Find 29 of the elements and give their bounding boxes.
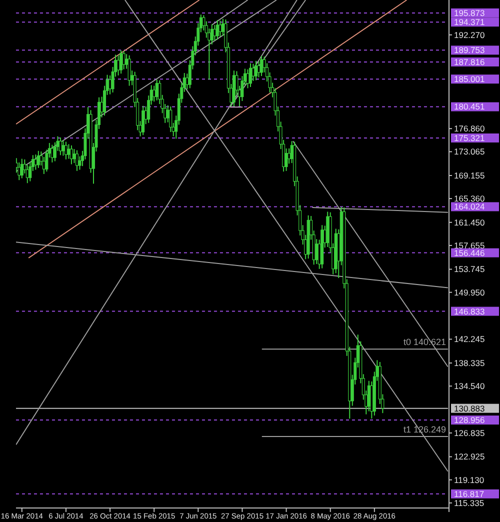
ref-line-label: 116.817	[454, 488, 484, 499]
y-tick-label: 149.950	[454, 287, 485, 298]
ref-line-label: 195.873	[454, 8, 485, 18]
y-tick-label: 115.335	[454, 498, 484, 508]
ref-line-label: 164.024	[454, 202, 485, 212]
y-tick-label: 134.540	[454, 381, 485, 392]
y-tick-label: 138.335	[454, 358, 485, 368]
y-tick-label: 119.130	[454, 474, 484, 485]
ref-line-label: 194.371	[454, 17, 485, 28]
y-tick-label: 142.245	[454, 334, 485, 344]
ref-line-label: 189.753	[454, 45, 485, 56]
ref-line-label: 175.321	[454, 132, 485, 143]
ref-line-label: 180.451	[454, 102, 485, 112]
ref-line-label: 130.883	[454, 403, 485, 414]
y-tick-label: 161.450	[454, 217, 485, 228]
y-tick-label: 192.270	[454, 30, 485, 40]
y-tick-label: 157.655	[454, 240, 485, 250]
ref-line-label: 187.816	[454, 56, 485, 67]
y-tick-label: 173.065	[454, 146, 485, 157]
y-tick-label: 126.835	[454, 428, 485, 438]
y-tick-label: 169.155	[454, 170, 485, 180]
y-tick-label: 122.925	[454, 452, 485, 462]
y-tick-label: 153.745	[454, 264, 485, 274]
y-tick-label: 176.860	[454, 124, 485, 134]
ref-line-label: 185.001	[454, 74, 485, 84]
ref-line-label: 156.446	[454, 248, 485, 258]
ref-line-label: 146.833	[454, 306, 485, 316]
ref-line-label: 128.956	[454, 415, 485, 426]
y-tick-label: 165.360	[454, 194, 485, 204]
